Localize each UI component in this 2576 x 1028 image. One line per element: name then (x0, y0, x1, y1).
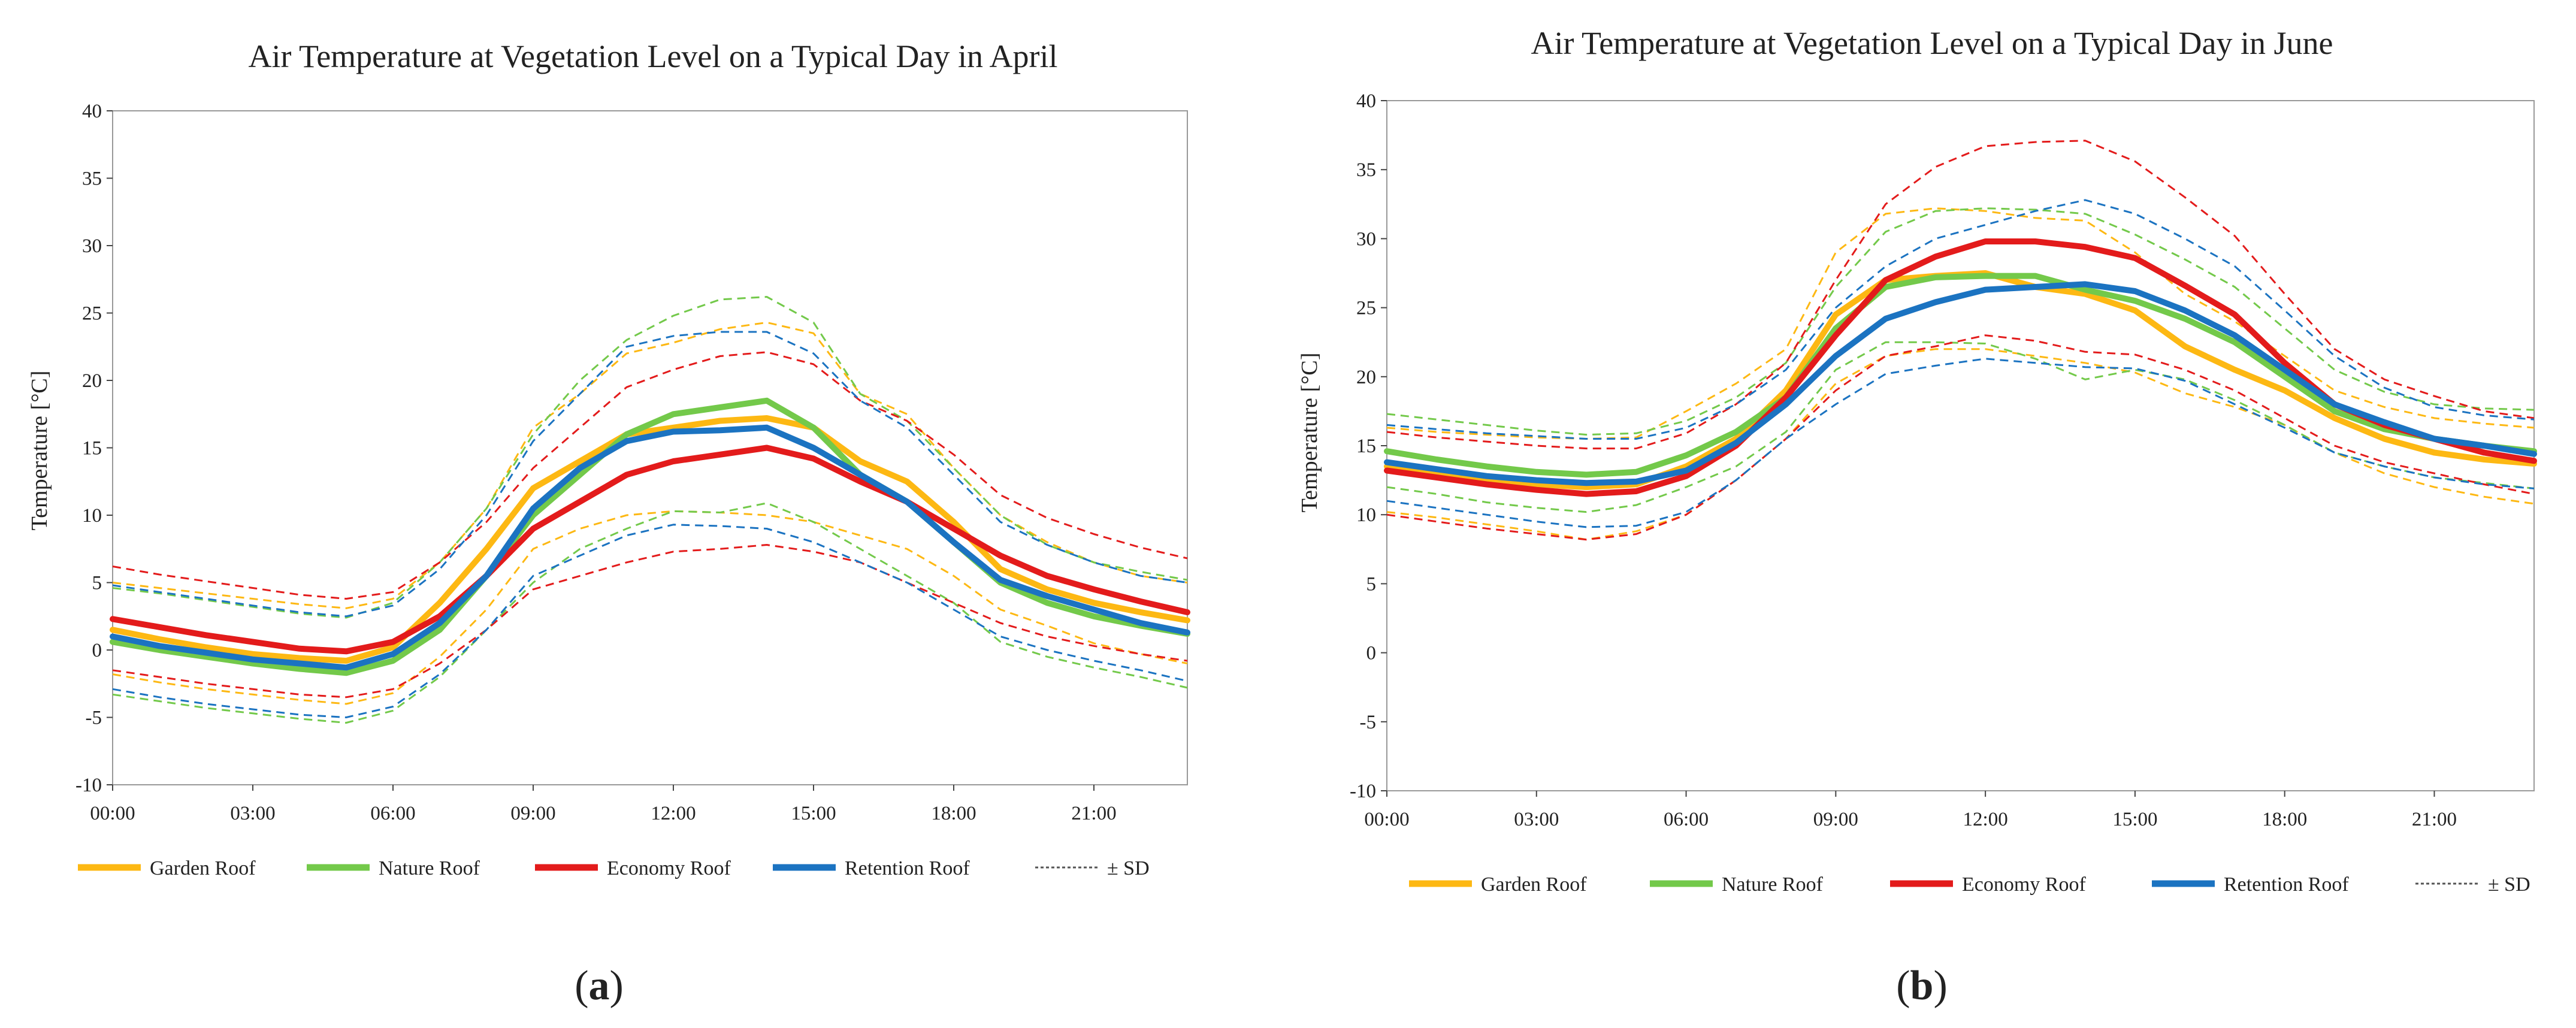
panel-b: Air Temperature at Vegetation Level on a… (1297, 25, 2537, 1009)
sd-line-nature (1386, 207, 2535, 436)
panel-b-title: Air Temperature at Vegetation Level on a… (1531, 25, 2333, 61)
legend-label-garden-roof: Garden Roof (150, 857, 256, 879)
legend-label-nature-roof: Nature Roof (1722, 873, 1824, 896)
legend-label-economy-roof: Economy Roof (607, 857, 731, 879)
x-tick-label: 06:00 (370, 803, 415, 824)
x-tick-label: 03:00 (230, 803, 275, 824)
x-tick-label: 12:00 (1963, 809, 2008, 830)
x-tick-label: 09:00 (510, 803, 555, 824)
legend-label-sd: ± SD (2488, 873, 2530, 896)
sd-line-garden (112, 510, 1188, 705)
plot-frame (1386, 100, 2535, 791)
sd-line-retention (112, 331, 1188, 618)
x-tick-label: 09:00 (1813, 809, 1858, 830)
y-tick-label: 5 (1366, 573, 1377, 595)
sd-line-garden (1386, 207, 2535, 440)
panel-b-caption-letter: b (1910, 963, 1934, 1009)
series-line-nature (110, 397, 1190, 676)
y-tick-label: 25 (1356, 298, 1376, 319)
x-tick-label: 06:00 (1664, 809, 1709, 830)
y-tick-label: 20 (1356, 367, 1376, 388)
x-tick-label: 00:00 (1364, 809, 1409, 830)
legend-label-retention-roof: Retention Roof (2224, 873, 2349, 896)
panel-a: Air Temperature at Vegetation Level on a… (27, 38, 1190, 1009)
sd-line-nature (112, 502, 1188, 724)
series-line-nature (1384, 273, 2537, 478)
y-tick-label: -10 (1350, 781, 1376, 802)
y-tick-label: 0 (92, 640, 102, 661)
x-tick-label: 15:00 (791, 803, 836, 824)
legend-label-nature-roof: Nature Roof (379, 857, 480, 879)
panel-a-caption-letter: a (589, 963, 610, 1009)
series-line-economy (110, 445, 1190, 655)
sd-line-economy (112, 351, 1188, 600)
y-tick-label: 30 (1356, 228, 1376, 250)
x-tick-label: 15:00 (2112, 809, 2157, 830)
panel-a-caption: (a) (575, 963, 624, 1009)
legend-label-economy-roof: Economy Roof (1962, 873, 2086, 896)
sd-line-economy (112, 544, 1188, 699)
series-line-retention (110, 424, 1190, 671)
panel-b-caption: (b) (1896, 963, 1948, 1009)
y-tick-label: 30 (82, 235, 102, 257)
y-tick-label: -10 (75, 775, 102, 796)
y-tick-label: 40 (1356, 90, 1376, 112)
sd-line-nature (112, 296, 1188, 619)
panel-a-legend: Garden Roof Nature Roof Economy Roof Ret… (78, 857, 1150, 879)
panel-b-legend: Garden Roof Nature Roof Economy Roof Ret… (1409, 873, 2530, 896)
series-line-retention (1384, 281, 2537, 486)
legend-label-retention-roof: Retention Roof (845, 857, 970, 879)
y-tick-label: 25 (82, 303, 102, 325)
y-tick-label: -5 (86, 707, 102, 729)
sd-line-garden (1386, 348, 2535, 541)
sd-line-retention (1386, 358, 2535, 528)
y-tick-label: 35 (82, 168, 102, 190)
panel-b-y-axis-label: Temperature [°C] (1297, 353, 1322, 513)
y-tick-label: 35 (1356, 159, 1376, 181)
y-tick-label: 15 (1356, 436, 1376, 457)
y-tick-label: 40 (82, 101, 102, 122)
y-tick-label: 10 (82, 505, 102, 527)
x-tick-label: 21:00 (2412, 809, 2457, 830)
sd-line-retention (112, 524, 1188, 718)
sd-line-retention (1386, 199, 2535, 440)
x-tick-label: 03:00 (1514, 809, 1559, 830)
x-tick-label: 12:00 (651, 803, 696, 824)
y-tick-label: 10 (1356, 504, 1376, 526)
y-tick-label: 0 (1366, 643, 1377, 664)
panel-a-y-axis-label: Temperature [°C] (27, 371, 52, 531)
x-tick-label: 21:00 (1071, 803, 1116, 824)
series-line-garden (110, 415, 1190, 664)
legend-label-garden-roof: Garden Roof (1481, 873, 1587, 896)
plot-frame (112, 110, 1188, 785)
x-tick-label: 18:00 (931, 803, 976, 824)
y-tick-label: 15 (82, 438, 102, 459)
y-tick-label: 20 (82, 370, 102, 392)
legend-label-sd: ± SD (1107, 857, 1150, 879)
x-tick-label: 18:00 (2262, 809, 2307, 830)
panel-a-title: Air Temperature at Vegetation Level on a… (248, 38, 1057, 74)
x-tick-label: 00:00 (90, 803, 135, 824)
y-tick-label: -5 (1360, 712, 1377, 733)
panel-b-plot-area: -10 -5 0 5 10 15 20 25 30 35 40 00:00 03:00 06:00 09:0… (1350, 90, 2537, 830)
panel-a-plot-area: -10 -5 0 5 10 15 20 25 30 35 40 00:00 03:00 06:00 09:0… (75, 101, 1190, 824)
sd-line-economy (1386, 334, 2535, 541)
y-tick-label: 5 (92, 573, 102, 594)
